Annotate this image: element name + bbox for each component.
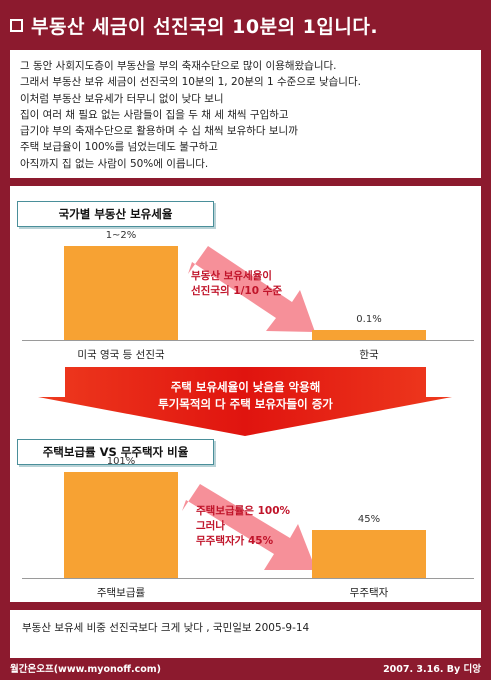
arrow-message: 주택 보유세율이 낮음을 악용해 투기목적의 다 주택 보유자들이 증가: [10, 379, 481, 413]
intro-line: 급기야 부의 축재수단으로 활용하며 수 십 채씩 보유하다 보니까: [20, 125, 298, 138]
chart1-bar-developed: [64, 246, 178, 340]
chart1-value-label: 1~2%: [105, 230, 137, 241]
annotation-line: 부동산 보유세율이: [191, 270, 272, 282]
chart2-category-label: 주택보급률: [96, 587, 146, 599]
diagonal-arrow-icon: [188, 246, 315, 332]
chart2-baseline: [22, 578, 474, 579]
annotation-line: 선진국의 1/10 수준: [191, 285, 283, 297]
chart2-bar-homeless: [312, 530, 426, 578]
annotation-line: 주택보급률은 100%: [196, 505, 291, 517]
intro-line: 그래서 부동산 보유 세금이 선진국의 10분의 1, 20분의 1 수준으로 …: [20, 76, 361, 89]
chart1-category-label: 미국 영국 등 선진국: [77, 349, 165, 361]
footer-publisher: 월간온오프(www.myonoff.com): [10, 664, 161, 675]
intro-line: 이처럼 부동산 보유세가 터무니 없이 낮다 보니: [20, 92, 224, 105]
chart1-value-label: 0.1%: [356, 314, 382, 325]
chart2-category-label: 무주택자: [349, 587, 389, 599]
intro-box: 그 동안 사회지도층이 부동산을 부의 축재수단으로 많이 이용해왔습니다. 그…: [10, 50, 481, 178]
page-title-text: 부동산 세금이 선진국의 10분의 1입니다.: [31, 15, 379, 38]
chart2-bar-housing-supply: [64, 472, 178, 578]
page-title: 부동산 세금이 선진국의 10분의 1입니다.: [10, 8, 378, 42]
checkbox-square-icon: [10, 18, 23, 32]
down-arrow-banner: [38, 367, 452, 436]
chart1-baseline: [22, 340, 474, 341]
chart1-annotation: 부동산 보유세율이 선진국의 1/10 수준: [191, 269, 282, 299]
charts-panel: 국가별 부동산 보유세율 주택 보유세율이 낮음을 악용해: [10, 186, 481, 602]
chart2-annotation: 주택보급률은 100% 그러나 무주택자가 45%: [196, 504, 290, 549]
intro-line: 주택 보급율이 100%를 넘었는데도 불구하고: [20, 141, 218, 154]
intro-line: 집이 여러 채 필요 없는 사람들이 집을 두 채 세 채씩 구입하고: [20, 108, 289, 121]
chart2-value-label: 45%: [357, 514, 381, 525]
chart1-category-label: 한국: [359, 349, 379, 361]
footer-date-author: 2007. 3.16. By 디앙: [383, 664, 481, 675]
arrow-message-line: 투기목적의 다 주택 보유자들이 증가: [158, 397, 333, 411]
chart1-header: 국가별 부동산 보유세율: [17, 201, 214, 227]
chart1-bar-korea: [312, 330, 426, 340]
annotation-line: 무주택자가 45%: [196, 535, 274, 547]
down-arrow-icon: [38, 367, 452, 436]
chart2-value-label: 101%: [106, 456, 136, 467]
source-citation: 부동산 보유세 비중 선진국보다 크게 낮다 , 국민일보 2005-9-14: [10, 610, 481, 658]
arrow-message-line: 주택 보유세율이 낮음을 악용해: [170, 380, 321, 394]
diagonal-arrow-icon: [182, 484, 316, 570]
chart2-header: 주택보급률 VS 무주택자 비율: [17, 439, 214, 465]
annotation-line: 그러나: [196, 520, 225, 532]
intro-line: 아직까지 집 없는 사람이 50%에 이릅니다.: [20, 157, 209, 170]
intro-line: 그 동안 사회지도층이 부동산을 부의 축재수단으로 많이 이용해왔습니다.: [20, 60, 337, 72]
chart-arrows: [182, 246, 316, 570]
